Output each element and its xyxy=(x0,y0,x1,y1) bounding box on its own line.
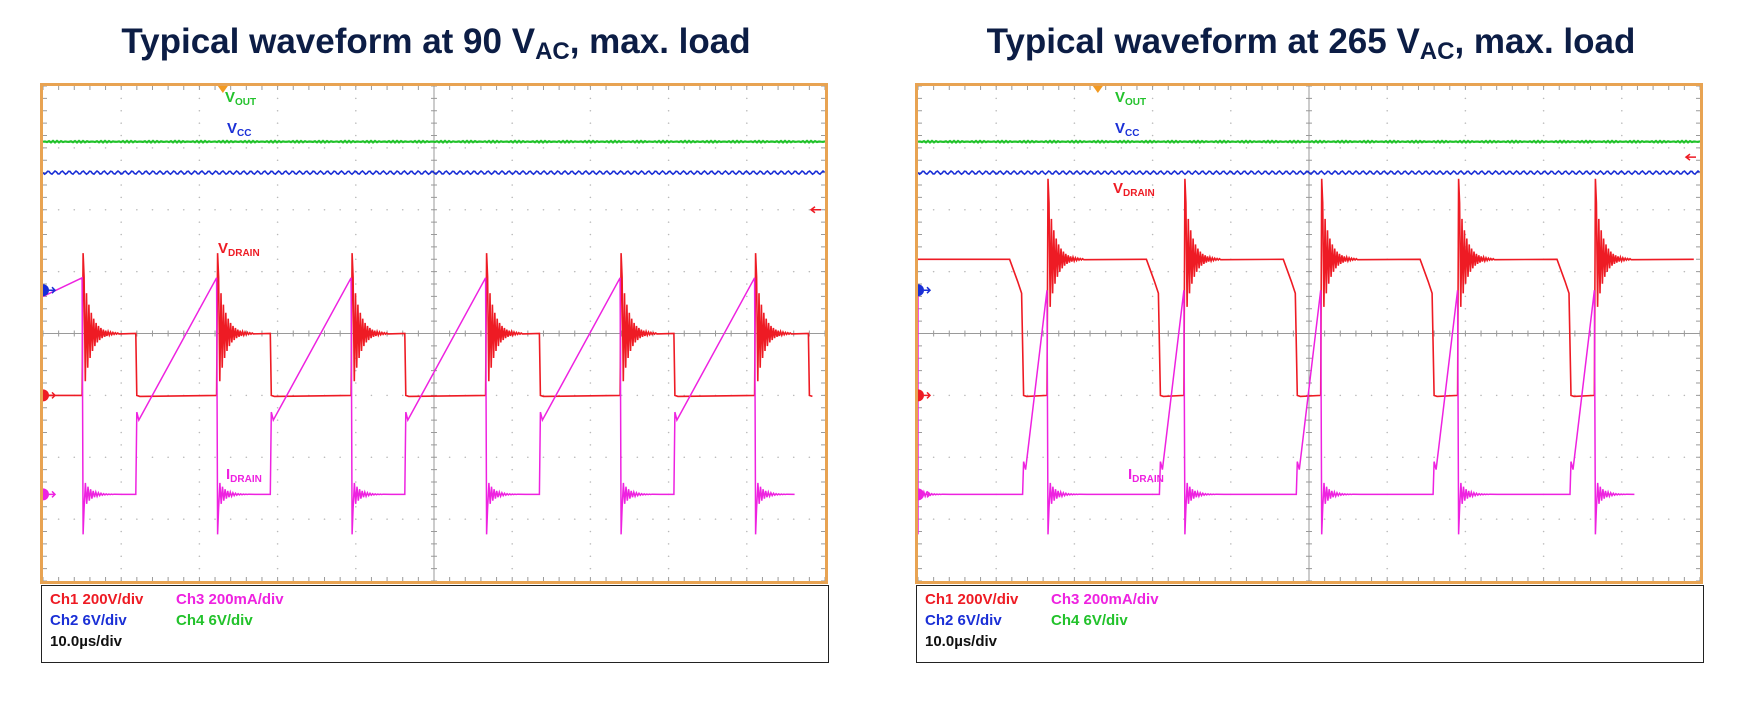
ch1-scale: Ch1 200V/div xyxy=(925,591,1019,608)
vcc-label: VCC xyxy=(227,120,251,139)
vout-trace xyxy=(918,139,1700,144)
vout-label-main: V xyxy=(225,89,235,106)
ch4-scale: Ch4 6V/div xyxy=(176,612,253,629)
trigger-position-marker xyxy=(217,86,228,93)
ch3-scale: Ch3 200mA/div xyxy=(1051,591,1159,608)
title-sub: AC xyxy=(535,38,570,65)
vcc-trace xyxy=(918,169,1700,176)
vout-label-sub: OUT xyxy=(235,97,256,108)
idrain-label: IDRAIN xyxy=(226,466,262,485)
ch2-scale: Ch2 6V/div xyxy=(50,612,127,629)
panel-title-90vac: Typical waveform at 90 VAC, max. load xyxy=(42,22,830,72)
ch1-ground-marker xyxy=(43,389,49,402)
vout-label-sub: OUT xyxy=(1125,97,1146,108)
title-main: Typical waveform at 90 V xyxy=(121,22,536,61)
vcc-label-sub: CC xyxy=(237,128,251,139)
ch1-ground-marker xyxy=(918,389,924,402)
vdrain-label-main: V xyxy=(1113,180,1123,197)
vout-label: VOUT xyxy=(1115,89,1146,108)
vout-trace xyxy=(43,139,825,144)
vdrain-label-main: V xyxy=(218,240,228,257)
idrain-label-main: I xyxy=(1128,466,1132,483)
ch3-scale: Ch3 200mA/div xyxy=(176,591,284,608)
vdrain-label: VDRAIN xyxy=(1113,180,1155,199)
ch4-scale: Ch4 6V/div xyxy=(1051,612,1128,629)
panel-title-265vac: Typical waveform at 265 VAC, max. load xyxy=(916,22,1706,72)
scale-info-box-265vac: Ch1 200V/div Ch3 200mA/div Ch2 6V/div Ch4 … xyxy=(916,585,1704,663)
idrain-trace xyxy=(43,276,795,535)
vout-label-main: V xyxy=(1115,89,1125,106)
vcc-label-main: V xyxy=(1115,120,1125,137)
idrain-label-sub: DRAIN xyxy=(1132,474,1164,485)
vcc-trace xyxy=(43,169,825,176)
idrain-label-sub: DRAIN xyxy=(230,474,262,485)
oscilloscope-screen-265vac: VOUT VCC VDRAIN IDRAIN xyxy=(915,83,1703,584)
trigger-position-marker xyxy=(1092,86,1103,93)
vdrain-label-sub: DRAIN xyxy=(228,248,260,259)
vcc-label-sub: CC xyxy=(1125,128,1139,139)
title-sub: AC xyxy=(1419,38,1455,65)
time-scale: 10.0µs/div xyxy=(925,633,998,650)
title-tail: , max. load xyxy=(569,22,751,61)
time-scale: 10.0µs/div xyxy=(50,633,123,650)
ch2-ground-marker xyxy=(43,284,49,297)
vdrain-trace xyxy=(918,178,1694,398)
vcc-label-main: V xyxy=(227,120,237,137)
vdrain-trace xyxy=(43,253,813,398)
oscilloscope-screen-90vac: VOUT VCC VDRAIN IDRAIN xyxy=(40,83,828,584)
ch1-scale: Ch1 200V/div xyxy=(50,591,144,608)
title-main: Typical waveform at 265 V xyxy=(986,22,1420,61)
title-tail: , max. load xyxy=(1454,22,1636,61)
idrain-label-main: I xyxy=(226,466,230,483)
ch3-ground-marker xyxy=(918,488,924,501)
idrain-label: IDRAIN xyxy=(1128,466,1164,485)
vout-label: VOUT xyxy=(225,89,256,108)
trigger-level-marker xyxy=(809,206,821,214)
scale-info-box-90vac: Ch1 200V/div Ch3 200mA/div Ch2 6V/div Ch4 … xyxy=(41,585,829,663)
vcc-label: VCC xyxy=(1115,120,1139,139)
vdrain-label-sub: DRAIN xyxy=(1123,188,1155,199)
ch2-scale: Ch2 6V/div xyxy=(925,612,1002,629)
ch3-ground-marker xyxy=(43,488,49,501)
vdrain-label: VDRAIN xyxy=(218,240,260,259)
ch2-ground-marker xyxy=(918,284,924,297)
idrain-trace xyxy=(918,290,1635,535)
trigger-level-marker xyxy=(1684,153,1696,161)
